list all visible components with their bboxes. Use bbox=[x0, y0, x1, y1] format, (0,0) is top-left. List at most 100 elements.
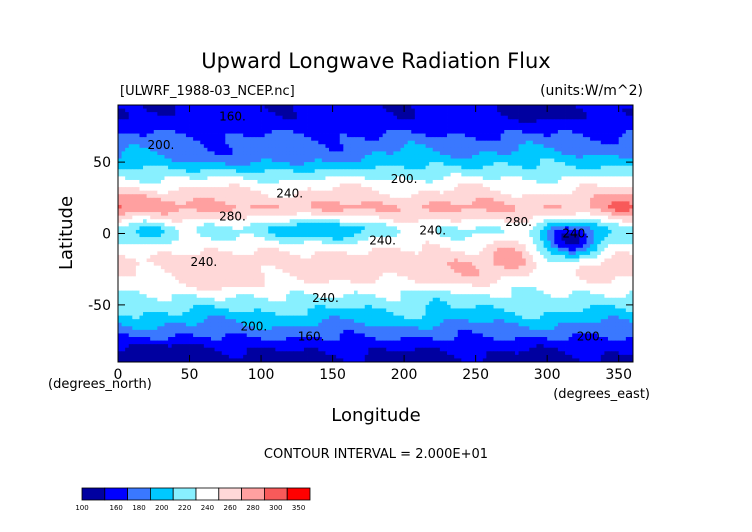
heatmap-cell bbox=[121, 219, 126, 224]
heatmap-cell bbox=[472, 215, 477, 220]
heatmap-cell bbox=[604, 151, 609, 156]
heatmap-cell bbox=[443, 147, 448, 152]
heatmap-cell bbox=[532, 115, 537, 120]
heatmap-cell bbox=[396, 219, 401, 224]
heatmap-cell bbox=[303, 144, 308, 149]
heatmap-cell bbox=[457, 212, 462, 217]
heatmap-cell bbox=[507, 126, 512, 131]
heatmap-cell bbox=[454, 147, 459, 152]
heatmap-cell bbox=[286, 154, 291, 159]
heatmap-cell bbox=[332, 208, 337, 213]
heatmap-cell bbox=[507, 187, 512, 192]
heatmap-cell bbox=[514, 179, 519, 184]
heatmap-cell bbox=[568, 197, 573, 202]
heatmap-cell bbox=[278, 197, 283, 202]
heatmap-cell bbox=[457, 126, 462, 131]
heatmap-cell bbox=[357, 187, 362, 192]
heatmap-cell bbox=[143, 190, 148, 195]
heatmap-cell bbox=[586, 222, 591, 227]
heatmap-cell bbox=[450, 212, 455, 217]
heatmap-cell bbox=[264, 137, 269, 142]
heatmap-cell bbox=[400, 187, 405, 192]
heatmap-cell bbox=[264, 179, 269, 184]
heatmap-cell bbox=[132, 183, 137, 188]
heatmap-cell bbox=[600, 158, 605, 163]
heatmap-cell bbox=[361, 122, 366, 127]
heatmap-cell bbox=[325, 165, 330, 170]
heatmap-cell bbox=[590, 162, 595, 167]
heatmap-cell bbox=[175, 183, 180, 188]
heatmap-cell bbox=[525, 162, 530, 167]
heatmap-cell bbox=[286, 179, 291, 184]
heatmap-cell bbox=[504, 176, 509, 181]
heatmap-cell bbox=[522, 212, 527, 217]
heatmap-cell bbox=[454, 119, 459, 124]
heatmap-cell bbox=[418, 219, 423, 224]
heatmap-cell bbox=[611, 162, 616, 167]
heatmap-cell bbox=[432, 176, 437, 181]
heatmap-cell bbox=[232, 147, 237, 152]
heatmap-cell bbox=[611, 215, 616, 220]
heatmap-cell bbox=[414, 133, 419, 138]
heatmap-cell bbox=[164, 133, 169, 138]
heatmap-cell bbox=[196, 115, 201, 120]
heatmap-cell bbox=[236, 154, 240, 159]
heatmap-cell bbox=[339, 219, 344, 224]
heatmap-cell bbox=[364, 105, 369, 109]
heatmap-cell bbox=[418, 187, 423, 192]
heatmap-cell bbox=[218, 147, 223, 152]
heatmap-cell bbox=[550, 115, 555, 120]
heatmap-cell bbox=[497, 133, 502, 138]
heatmap-cell bbox=[289, 187, 294, 192]
heatmap-cell bbox=[389, 158, 394, 163]
heatmap-cell bbox=[464, 169, 469, 174]
heatmap-cell bbox=[210, 154, 215, 159]
heatmap-cell bbox=[296, 108, 301, 113]
heatmap-cell bbox=[182, 126, 187, 131]
heatmap-cell bbox=[185, 158, 190, 163]
heatmap-cell bbox=[178, 222, 183, 227]
heatmap-cell bbox=[618, 115, 623, 120]
heatmap-cell bbox=[404, 151, 409, 156]
heatmap-cell bbox=[522, 190, 527, 195]
heatmap-cell bbox=[218, 197, 223, 202]
heatmap-cell bbox=[382, 112, 387, 117]
heatmap-cell bbox=[303, 219, 308, 224]
heatmap-cell bbox=[214, 226, 219, 231]
heatmap-cell bbox=[239, 137, 244, 142]
heatmap-cell bbox=[386, 226, 391, 231]
heatmap-cell bbox=[203, 201, 208, 206]
heatmap-cell bbox=[425, 215, 430, 220]
heatmap-cell bbox=[454, 212, 459, 217]
heatmap-cell bbox=[228, 144, 233, 149]
heatmap-cell bbox=[550, 208, 555, 213]
heatmap-cell bbox=[497, 201, 502, 206]
heatmap-cell bbox=[307, 204, 312, 209]
heatmap-cell bbox=[400, 201, 405, 206]
heatmap-cell bbox=[175, 165, 180, 170]
heatmap-cell bbox=[436, 215, 441, 220]
heatmap-cell bbox=[278, 208, 283, 213]
heatmap-cell bbox=[153, 137, 158, 142]
heatmap-cell bbox=[282, 126, 287, 131]
heatmap-cell bbox=[239, 208, 244, 213]
heatmap-cell bbox=[200, 108, 205, 113]
heatmap-cell bbox=[618, 122, 623, 127]
heatmap-cell bbox=[507, 158, 512, 163]
heatmap-cell bbox=[121, 140, 126, 145]
heatmap-cell bbox=[168, 190, 173, 195]
heatmap-cell bbox=[246, 204, 251, 209]
heatmap-cell bbox=[293, 140, 298, 145]
heatmap-cell bbox=[447, 219, 452, 224]
heatmap-cell bbox=[604, 140, 609, 145]
heatmap-cell bbox=[185, 129, 190, 134]
heatmap-cell bbox=[300, 222, 305, 227]
heatmap-cell bbox=[411, 126, 416, 131]
heatmap-cell bbox=[389, 212, 394, 217]
heatmap-cell bbox=[164, 226, 169, 231]
heatmap-cell bbox=[386, 219, 391, 224]
heatmap-cell bbox=[232, 179, 237, 184]
heatmap-cell bbox=[447, 154, 452, 159]
heatmap-cell bbox=[457, 197, 462, 202]
heatmap-cell bbox=[150, 140, 155, 145]
